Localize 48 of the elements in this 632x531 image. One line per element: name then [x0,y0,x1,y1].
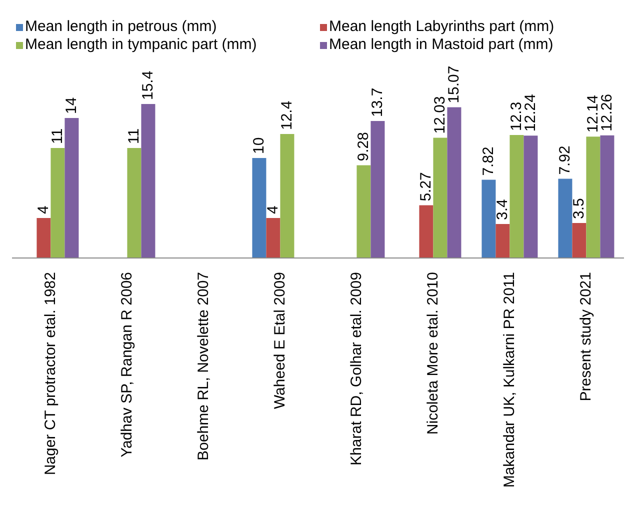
data-label: 3.5 [570,198,588,219]
bar [127,148,142,258]
bar [252,158,266,258]
x-tick-label: Nicoleta More etal. 2010 [424,272,442,435]
data-label: 11 [126,128,143,144]
bar [447,107,462,258]
legend-label: Mean length in petrous (mm) [24,18,218,36]
data-label: 3.4 [494,199,512,220]
legend-label: Mean length in tympanic part (mm) [24,36,258,54]
bar [370,121,385,258]
data-label: 5.27 [418,172,435,202]
data-label: 9.28 [355,132,372,162]
bar [36,218,51,258]
bar [419,205,434,258]
bar [600,135,614,258]
bar [64,118,79,258]
x-tick-label: Kharat RD, Golhar etal. 2009 [348,272,365,466]
bar [510,135,524,258]
bar [280,134,294,258]
x-tick-label: Boehme RL, Novelette 2007 [194,272,212,460]
data-label: 11 [49,128,66,144]
data-label: 7.82 [480,146,498,176]
bar [266,218,280,258]
data-label: 15.4 [140,70,157,100]
bar [482,180,496,258]
data-label: 4 [264,206,282,214]
bar [524,136,538,258]
bar [558,178,572,258]
bar [356,165,371,258]
legend-label: Mean length in Mastoid part (mm) [328,36,554,54]
data-label: 12.4 [278,100,296,130]
data-label: 7.92 [556,146,574,175]
bar [50,148,65,258]
x-tick-label: Yadhav SP, Rangan R 2006 [118,272,136,458]
data-label: 14 [63,97,80,114]
x-tick-label: Waheed E Etal 2009 [271,272,288,410]
x-tick-label: Makandar UK, Kulkarni PR 2011 [500,272,518,488]
x-tick-label: Nager CT protractor etal. 1982 [42,272,59,476]
bar [496,224,510,258]
x-tick-label: Present study 2021 [577,272,594,402]
data-label: 4 [35,206,52,214]
bar [433,138,448,258]
bar [572,223,586,258]
bar [141,104,156,258]
data-label: 10 [250,137,268,154]
data-label: 13.7 [369,88,386,117]
legend-label: Mean length Labyrinths part (mm) [328,18,556,36]
bar [586,136,600,258]
